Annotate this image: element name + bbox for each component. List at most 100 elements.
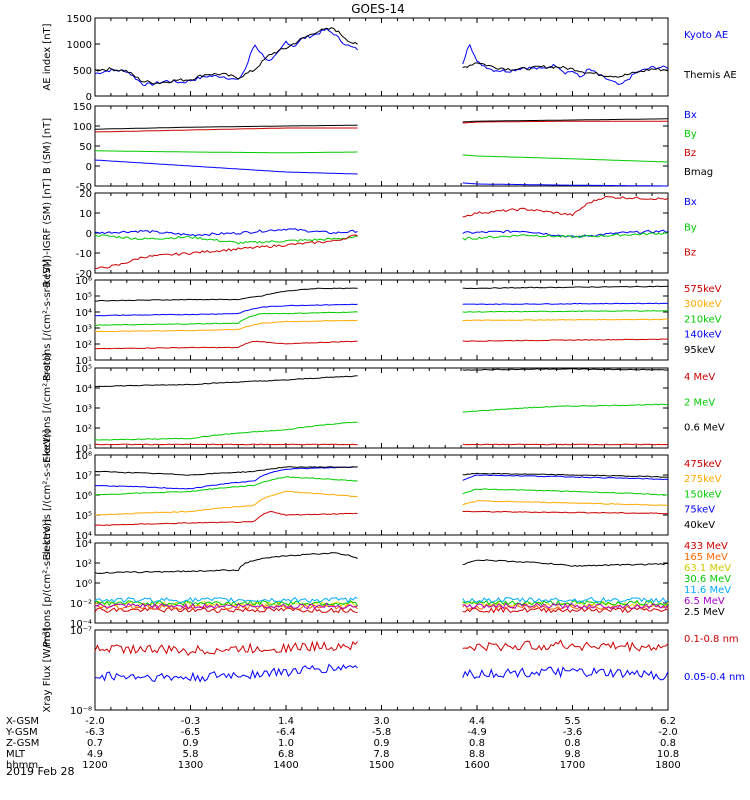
x-tick-label: -2.0: [658, 727, 678, 738]
series-line: [462, 500, 669, 506]
y-axis-label: Electrons [/(cm²-s-sr)]: [42, 353, 53, 462]
y-axis-label: B (SM) [nT]: [42, 118, 53, 174]
series-line: [462, 474, 669, 481]
y-tick-label: 500: [73, 66, 92, 77]
series-line: [462, 118, 668, 123]
panel-frame: [94, 192, 669, 274]
y-tick-label: 150: [73, 102, 92, 113]
x-tick-label: -6.4: [276, 727, 296, 738]
legend-label: By: [684, 129, 697, 140]
x-tick-label: 1800: [655, 760, 680, 771]
panel-frame: [94, 542, 669, 624]
series-line: [94, 443, 358, 446]
x-tick-label: 5.5: [565, 716, 581, 727]
y-axis-label: Protons [/(cm²-s-sr-keV)]: [42, 259, 53, 381]
legend-label: 6.5 MeV: [684, 596, 725, 607]
series-line: [94, 319, 358, 333]
panel-4: 10⁶ 10⁵ 10⁴ 10³ 10² 10¹ Protons [/(cm²-s-sr-ke…: [42, 259, 722, 381]
x-tick-label: 8.8: [469, 749, 485, 760]
series-line: [94, 602, 358, 610]
y-tick-label: 10⁶: [75, 491, 92, 502]
x-tick-label: 1300: [178, 760, 203, 771]
x-tick-label: 10.8: [657, 749, 679, 760]
series-line: [94, 159, 358, 175]
x-tick-label: -6.5: [181, 727, 201, 738]
legend-label: 275keV: [684, 474, 722, 485]
series-line: [462, 472, 669, 478]
series-line: [94, 476, 358, 496]
y-tick-label: -20: [76, 269, 92, 280]
x-tick-label: 1500: [369, 760, 394, 771]
y-tick-label: 10²: [75, 559, 92, 570]
x-tick-label: -4.9: [467, 727, 487, 738]
x-tick-label: -6.3: [85, 727, 105, 738]
series-line: [94, 28, 358, 87]
legend-label: 30.6 MeV: [684, 574, 731, 585]
x-axis-labels: X-GSMY-GSMZ-GSMMLThhmm-2.0-6.30.74.91200…: [5, 716, 681, 771]
x-tick-label: 1400: [273, 760, 298, 771]
x-tick-label: 4.9: [87, 749, 103, 760]
figure-title: GOES-14: [351, 2, 405, 16]
legend-label: 0.6 MeV: [684, 423, 725, 434]
series-line: [94, 510, 358, 526]
legend-label: Kyoto AE: [684, 30, 728, 41]
series-line: [462, 62, 669, 78]
series-line: [462, 403, 668, 413]
series-line: [94, 303, 358, 317]
x-row-label: Z-GSM: [6, 738, 39, 749]
x-tick-label: 9.8: [565, 749, 581, 760]
x-tick-label: 5.8: [183, 749, 199, 760]
y-axis-label: B (SM)-IGRF (SM) [nT]: [42, 178, 53, 287]
series-line: [94, 127, 358, 133]
legend-label: 2 MeV: [684, 397, 715, 408]
x-tick-label: 0.8: [660, 738, 676, 749]
y-tick-label: -50: [76, 182, 92, 193]
y-tick-label: 10³: [75, 404, 92, 415]
y-tick-label: 0: [86, 162, 92, 173]
x-tick-label: 0.9: [183, 738, 199, 749]
y-tick-label: 10⁴: [75, 531, 92, 542]
series-line: [462, 43, 669, 85]
x-tick-label: 6.8: [278, 749, 294, 760]
series-line: [462, 338, 668, 342]
x-tick-label: 0.9: [374, 738, 390, 749]
y-tick-label: 10⁴: [75, 308, 92, 319]
y-tick-label: 50: [79, 142, 92, 153]
x-tick-label: 1600: [464, 760, 489, 771]
y-tick-label: 10⁶: [75, 276, 92, 287]
legend-label: 2.5 MeV: [684, 607, 725, 618]
y-tick-label: 10⁵: [75, 292, 92, 303]
y-tick-label: 10⁷: [75, 471, 92, 482]
y-tick-label: 100: [73, 122, 92, 133]
panel-6: 10⁸ 10⁷ 10⁶ 10⁵ 10⁴ Electrons [/(cm²-s-sr-keV…: [42, 430, 722, 561]
legend-label: 165 MeV: [684, 552, 728, 563]
panel-frame: [94, 105, 669, 187]
y-axis-label: Xray Flux [W/m²]: [42, 627, 53, 712]
series-line: [94, 599, 359, 607]
legend-label: 433 MeV: [684, 541, 728, 552]
legend-label: 300keV: [684, 299, 722, 310]
y-tick-label: 20: [79, 189, 92, 200]
x-tick-label: 0.8: [469, 738, 485, 749]
date-label: 2019 Feb 28: [6, 765, 74, 778]
series-line: [462, 195, 669, 218]
y-tick-label: 10⁻⁸: [70, 706, 92, 717]
series-line: [462, 488, 668, 496]
y-axis-label: Protons [p/(cm²-s-sr-keV)]: [42, 519, 53, 647]
y-tick-label: 10³: [75, 324, 92, 335]
series-line: [94, 603, 358, 611]
series-line: [462, 232, 669, 241]
y-tick-label: 10: [79, 209, 92, 220]
series-line: [94, 663, 358, 683]
legend-label: 150keV: [684, 489, 722, 500]
legend-label: 95keV: [684, 345, 715, 356]
series-line: [94, 234, 358, 270]
series-line: [462, 666, 669, 681]
series-line: [462, 639, 669, 653]
legend-label: 140keV: [684, 330, 722, 341]
legend-label: 40keV: [684, 520, 715, 531]
series-line: [462, 285, 669, 290]
y-tick-label: 10⁻⁷: [70, 626, 92, 637]
y-tick-label: 1500: [67, 14, 92, 25]
